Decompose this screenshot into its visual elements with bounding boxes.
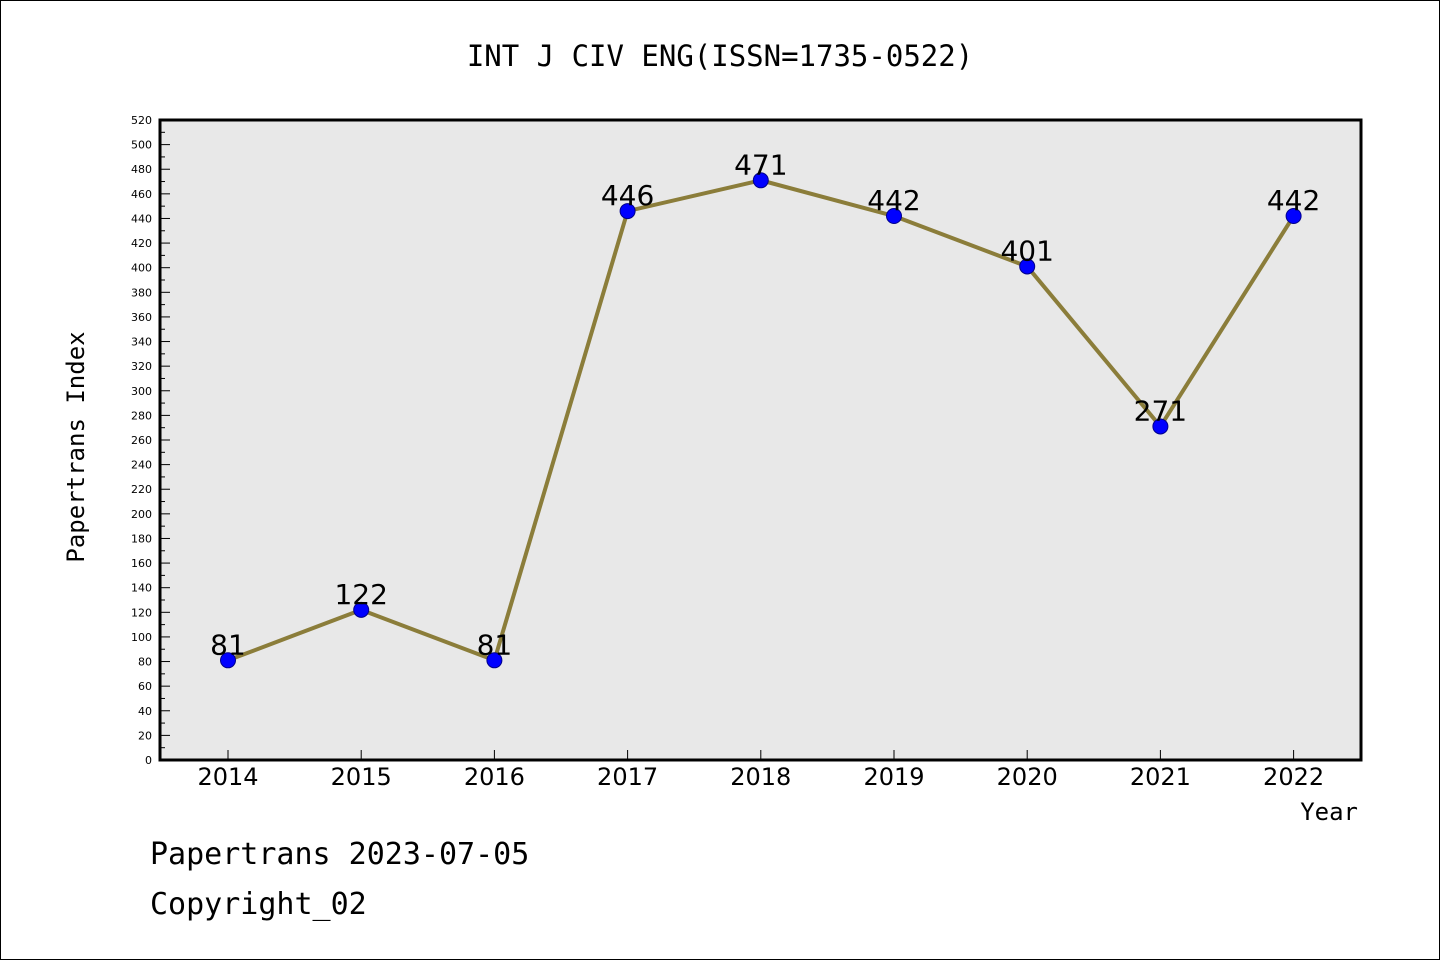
y-tick-label: 460 [131, 188, 152, 201]
footer-date: Papertrans 2023-07-05 [150, 837, 529, 872]
y-tick-label: 20 [138, 729, 152, 742]
y-tick-label: 180 [131, 532, 152, 545]
data-label: 442 [1267, 184, 1320, 217]
y-tick-label: 0 [145, 754, 152, 767]
y-tick-label: 160 [131, 557, 152, 570]
y-tick-label: 320 [131, 360, 152, 373]
data-point [619, 203, 636, 220]
x-tick-label: 2016 [464, 763, 525, 791]
x-tick-label: 2015 [331, 763, 392, 791]
y-tick-label: 280 [131, 409, 152, 422]
data-point [220, 652, 236, 669]
x-tick-label: 2021 [1130, 763, 1191, 791]
y-tick-label: 380 [131, 286, 152, 299]
y-tick-label: 100 [131, 631, 152, 644]
data-point [1285, 208, 1302, 224]
x-tick-label: 2019 [863, 763, 924, 791]
y-tick-label: 480 [131, 163, 152, 176]
footer-copyright: Copyright_02 [150, 887, 367, 922]
data-point [1019, 258, 1036, 275]
y-tick-label: 340 [131, 336, 152, 349]
x-tick-label: 2017 [597, 763, 658, 791]
y-tick-label: 80 [138, 656, 152, 669]
data-label: 271 [1134, 394, 1187, 427]
y-axis: 0 20 40 60 80 100 120 140 160 180 200 220 240 260 280 3… [131, 114, 170, 767]
data-label: 471 [734, 148, 787, 181]
x-tick-label: 2022 [1263, 763, 1324, 791]
y-tick-label: 400 [131, 262, 152, 275]
data-label: 401 [1000, 234, 1053, 267]
y-tick-label: 440 [131, 212, 152, 225]
y-tick-label: 200 [131, 508, 152, 521]
y-tick-label: 240 [131, 459, 152, 472]
data-point [886, 208, 902, 224]
x-axis-label: Year [1300, 798, 1358, 826]
x-tick-label: 2020 [997, 763, 1058, 791]
y-tick-label: 420 [131, 237, 152, 250]
y-tick-label: 140 [131, 582, 152, 595]
chart-title: INT J CIV ENG(ISSN=1735-0522) [467, 39, 973, 73]
y-tick-label: 500 [131, 139, 152, 152]
data-label: 81 [210, 628, 246, 661]
x-tick-label: 2018 [730, 763, 791, 791]
data-label: 81 [477, 628, 513, 661]
data-label: 122 [334, 578, 387, 611]
data-label: 442 [867, 184, 920, 217]
y-tick-label: 360 [131, 311, 152, 324]
data-point [353, 601, 370, 618]
data-label: 446 [601, 179, 654, 212]
y-tick-label: 260 [131, 434, 152, 447]
y-tick-label: 60 [138, 680, 152, 693]
y-tick-label: 300 [131, 385, 152, 398]
y-tick-label: 120 [131, 606, 152, 619]
plot-area [158, 118, 1363, 762]
x-tick-label: 2014 [197, 763, 258, 791]
series-layer: 81 122 81 446 471 442 401 271 442 [210, 148, 1320, 669]
y-tick-label: 520 [131, 114, 152, 127]
y-tick-label: 220 [131, 483, 152, 496]
y-axis-label: Papertrans Index [62, 331, 90, 562]
data-point [752, 172, 769, 189]
data-point [1152, 418, 1169, 435]
y-tick-label: 40 [138, 705, 152, 718]
x-axis: 2014 2015 2016 2017 2018 2019 2020 2021 2022 [197, 750, 1324, 791]
data-point [486, 652, 503, 669]
